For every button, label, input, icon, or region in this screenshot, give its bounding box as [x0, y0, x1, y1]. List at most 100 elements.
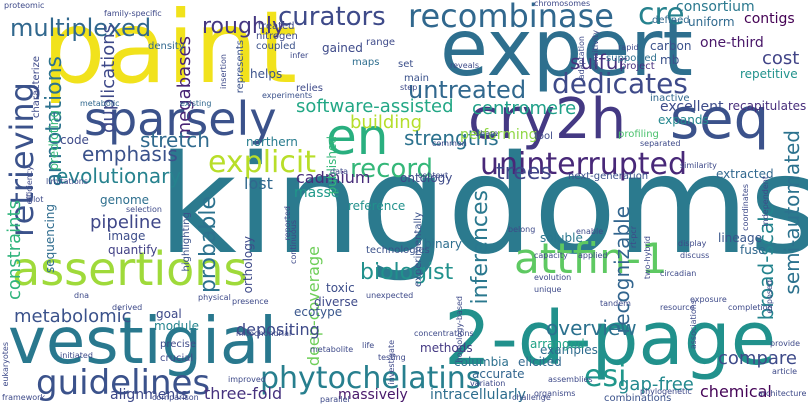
- word-metabolomic: metabolomic: [14, 306, 132, 327]
- word-unexpected: unexpected: [366, 291, 414, 300]
- word-centromere: centromere: [472, 98, 577, 119]
- word-precise: precise: [160, 339, 197, 350]
- word-blot: blot: [28, 195, 44, 204]
- word-massively: massively: [338, 387, 408, 403]
- word-contigs: contigs: [744, 11, 795, 27]
- word-sparsely: sparsely: [84, 92, 277, 146]
- word-masse: masse: [294, 185, 340, 201]
- word-concentrations: concentrations: [414, 329, 474, 338]
- word-quantify: quantify: [108, 243, 158, 257]
- word-provide: provide: [770, 339, 801, 348]
- word-guidelines: guidelines: [36, 363, 211, 403]
- word-intracellularly: intracellularly: [430, 387, 526, 403]
- word-circadian: circadian: [660, 269, 697, 278]
- word-helps: helps: [250, 67, 283, 81]
- word-mitochondrial: mitochondrial: [236, 329, 292, 338]
- word-display: display: [678, 239, 707, 248]
- word-duplications: duplications: [98, 24, 119, 134]
- word-record: record: [350, 154, 434, 184]
- word-explicit: explicit: [208, 145, 316, 180]
- word-mb: mb: [660, 53, 680, 67]
- word-binary: binary: [424, 237, 462, 251]
- word-uninterrupted: uninterrupted: [480, 147, 688, 182]
- word-metabolite: metabolite: [310, 345, 354, 354]
- word-set: set: [398, 59, 414, 70]
- word-improved: improved: [228, 375, 266, 384]
- word-northern: northern: [246, 135, 298, 149]
- word-overview: overview: [546, 316, 637, 340]
- word-dedicates: dedicates: [552, 67, 688, 100]
- word-cre: cre: [638, 0, 685, 32]
- word-consortium: consortium: [676, 0, 755, 15]
- word-attfin-1: attfin-1: [514, 234, 668, 283]
- word-completion: completion: [728, 303, 773, 312]
- word-derived: derived: [112, 303, 143, 312]
- word-ontology: ontology: [400, 171, 453, 185]
- word-metabolic: metabolic: [80, 99, 120, 108]
- word-chromosomes: chromosomes: [534, 0, 591, 8]
- word-extracted: extracted: [716, 167, 774, 181]
- word-orthology: orthology: [241, 236, 255, 294]
- word-defined: defined: [652, 15, 690, 26]
- word-share: share: [476, 129, 499, 138]
- word-proteomic: proteomic: [4, 1, 45, 10]
- word-multiplexed: multiplexed: [10, 14, 152, 42]
- word-investigate: investigate: [387, 340, 396, 385]
- word-rt-pcr: rt-pcr: [629, 226, 638, 249]
- word-represents: represents: [235, 40, 246, 94]
- word-range: range: [366, 37, 396, 48]
- word-experimentally: experimentally: [413, 212, 424, 288]
- word-assertions: assertions: [12, 242, 248, 296]
- word-esi: esi: [584, 359, 627, 394]
- word-cost: cost: [762, 48, 800, 69]
- word-enable: enable: [576, 227, 604, 236]
- word-examples: examples: [540, 343, 598, 357]
- word-2-d-page: 2-d-page: [444, 296, 777, 382]
- word-seq: seq: [670, 87, 770, 152]
- word-phylogenetic: phylogenetic: [640, 387, 692, 396]
- word-accurate: accurate: [472, 367, 525, 381]
- word-profiling: profiling: [618, 129, 659, 140]
- word-variation: variation: [470, 379, 506, 388]
- word-recapitulates: recapitulates: [728, 99, 807, 113]
- word-cry2h: cry2h: [468, 87, 627, 152]
- word-dna: dna: [74, 291, 90, 300]
- word-step: step: [400, 83, 418, 92]
- word-uniform: uniform: [688, 15, 735, 29]
- word-relies: relies: [296, 83, 323, 94]
- word-compare: compare: [718, 348, 797, 369]
- word-gained: gained: [322, 41, 363, 55]
- word-assemblies: assemblies: [548, 375, 593, 384]
- word-coordinates: coordinates: [741, 184, 750, 231]
- word-recombinase: recombinase: [408, 0, 614, 35]
- word-image: image: [108, 229, 146, 243]
- word-soluble: soluble: [540, 231, 583, 245]
- word-combinations: combinations: [604, 393, 672, 404]
- word-genome: genome: [100, 193, 150, 207]
- word-associations: associations: [689, 300, 698, 350]
- word-paint: paint: [42, 0, 298, 106]
- word-excellent: excellent: [660, 99, 724, 115]
- word-resource: resource: [660, 303, 695, 312]
- word-ecotype: ecotype: [294, 305, 343, 319]
- word-common: common: [432, 139, 467, 148]
- word-context: context: [418, 171, 449, 180]
- word-separated: separated: [640, 139, 681, 148]
- word-software-assisted: software-assisted: [296, 96, 454, 117]
- word-main: main: [404, 73, 429, 84]
- word-emphasis: emphasis: [82, 142, 178, 166]
- word-nitrogen: nitrogen: [256, 31, 298, 42]
- word-toxic: toxic: [326, 281, 355, 295]
- word-next-generation: next-generation: [568, 171, 649, 182]
- word-en: en: [326, 108, 389, 166]
- word-inferences: inferences: [468, 190, 493, 305]
- word-chemical: chemical: [700, 382, 772, 401]
- word-repetitive: repetitive: [740, 67, 798, 81]
- word-columbia: columbia: [454, 355, 509, 369]
- word-reference: reference: [348, 199, 406, 213]
- word-technologies: technologies: [366, 245, 430, 256]
- word-tandem: tandem: [600, 299, 631, 308]
- word-insertion: insertion: [219, 54, 228, 89]
- word-alignments: alignments: [110, 387, 189, 403]
- word-lost: lost: [244, 174, 273, 193]
